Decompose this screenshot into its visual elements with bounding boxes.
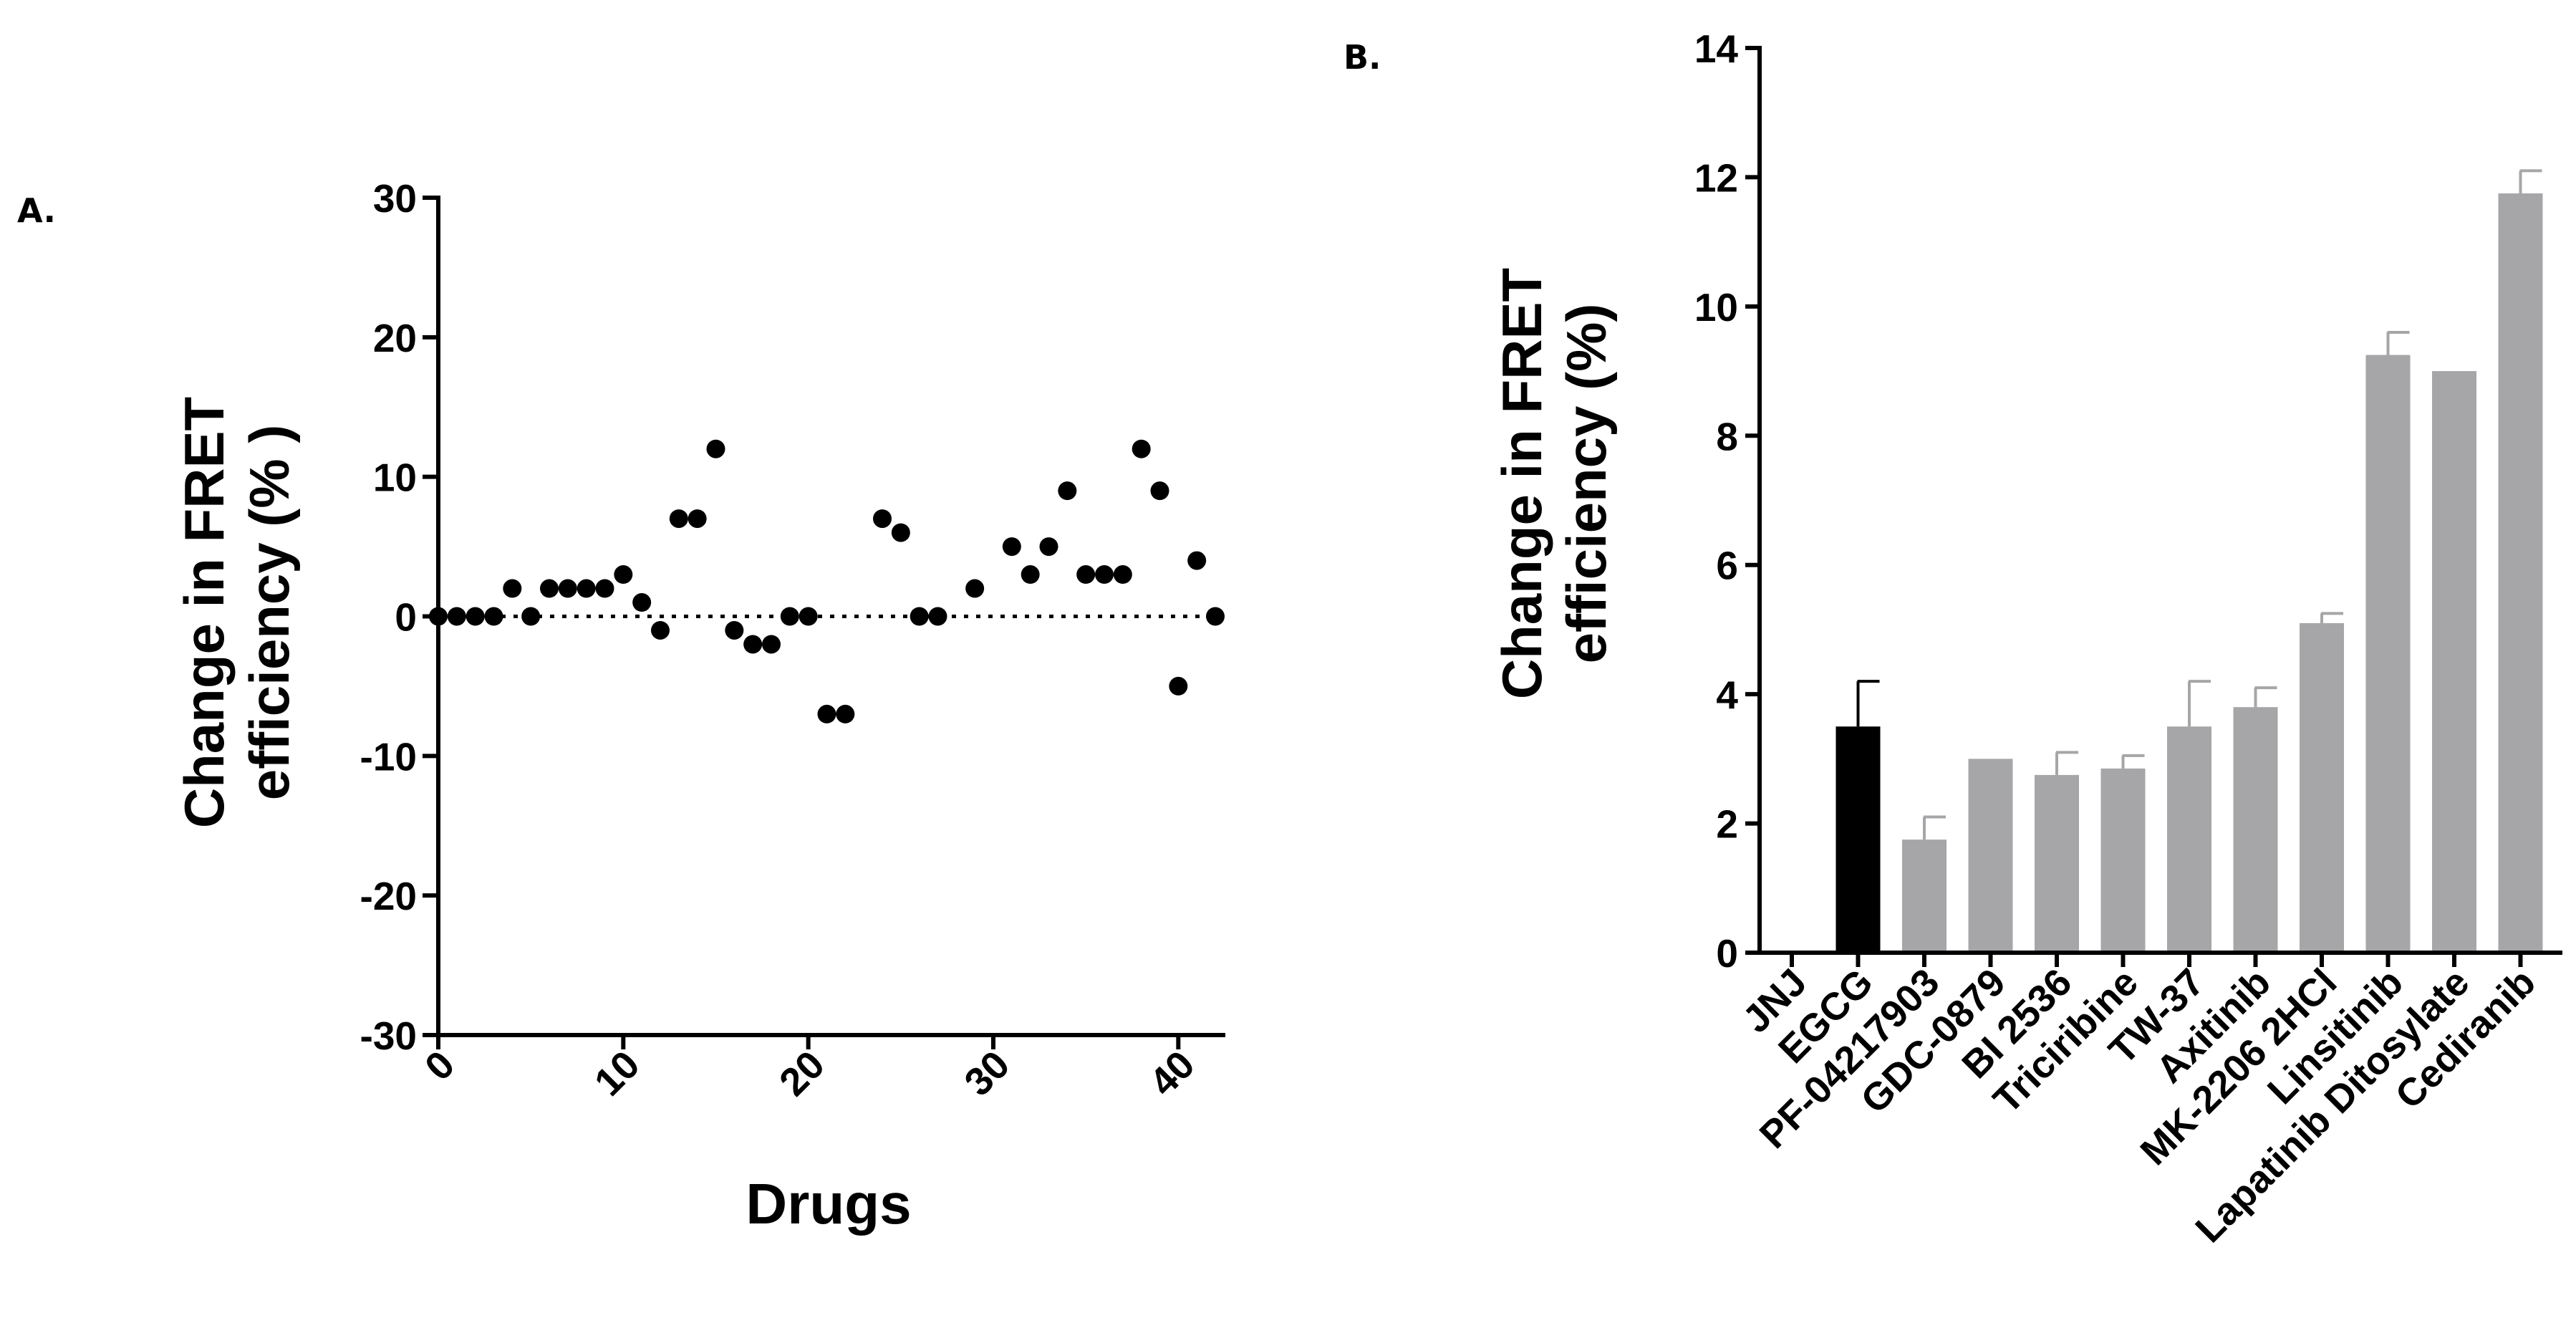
- panel-b-label: B.: [1344, 38, 1381, 77]
- panel-a-data-point: [817, 704, 836, 723]
- panel-a-data-point: [688, 509, 707, 529]
- panel-a-y-tick-label: 30: [373, 176, 417, 221]
- panel-a-data-point: [1095, 565, 1114, 585]
- panel-b-y-tick-label: 6: [1716, 544, 1738, 588]
- panel-b-y-tick-label: 12: [1694, 155, 1738, 200]
- panel-a-data-point: [484, 607, 503, 626]
- panel-a-data-point: [577, 579, 596, 598]
- panel-a-x-axis-title: Drugs: [746, 1172, 911, 1236]
- panel-b-bar: [1835, 726, 1881, 953]
- panel-a-x-tick-label: 10: [586, 1042, 648, 1105]
- panel-b-y-tick-label: 2: [1716, 802, 1738, 847]
- panel-a-data-point: [928, 607, 947, 626]
- panel-b-y-tick-label: 4: [1716, 673, 1738, 717]
- panel-a-data-point: [762, 635, 781, 654]
- panel-a-data-point: [614, 565, 633, 585]
- panel-b-y-axis-title-line1: Change in FRET: [1490, 268, 1553, 699]
- panel-a-data-point: [780, 607, 799, 626]
- bar-chart-panel-b: B. Change in FRET efficiency (%) 0 2 4 6 8 10…: [1344, 27, 2562, 1251]
- panel-a-y-ticks: -30 -20 -10 0 10 20 30: [360, 176, 438, 1058]
- panel-b-bar: [2365, 355, 2411, 953]
- panel-a-y-tick-label: -30: [360, 1014, 418, 1058]
- panel-b-bars: [1835, 193, 2543, 953]
- panel-b-bar: [2035, 774, 2079, 953]
- panel-a-y-axis-title-line1: Change in FRET: [173, 397, 236, 828]
- panel-a-y-axis-title-line2: efficiency (% ): [238, 425, 301, 800]
- panel-a-data-point: [1002, 537, 1021, 557]
- panel-a-data-point: [836, 704, 855, 723]
- panel-b-y-tick-label: 14: [1694, 27, 1739, 71]
- panel-a-data-point: [540, 579, 559, 598]
- panel-a-data-point: [1021, 565, 1040, 585]
- panel-a-data-point: [669, 509, 688, 529]
- panel-b-y-ticks: 0 2 4 6 8 10 12 14: [1694, 27, 1760, 976]
- panel-a-x-tick-label: 30: [955, 1042, 1018, 1105]
- panel-a-data-point: [558, 579, 577, 598]
- panel-b-bar: [2167, 726, 2211, 953]
- panel-a-y-tick-label: 10: [373, 456, 417, 500]
- panel-a-data-point: [1076, 565, 1096, 585]
- panel-a-data-point: [465, 607, 485, 626]
- panel-b-bar: [2498, 193, 2543, 953]
- panel-a-data-point: [799, 607, 818, 626]
- panel-b-y-tick-label: 0: [1716, 931, 1738, 976]
- panel-a-data-point: [910, 607, 929, 626]
- panel-a-data-point: [725, 620, 744, 640]
- panel-a-y-tick-label: -20: [360, 874, 418, 918]
- panel-a-data-point: [632, 593, 652, 612]
- panel-a-data-point: [1169, 676, 1188, 696]
- panel-a-data-point: [1113, 565, 1132, 585]
- panel-a-data-point: [1150, 481, 1169, 501]
- panel-b-error-bars: [1856, 169, 2542, 840]
- panel-a-data-points: [429, 439, 1225, 723]
- panel-a-data-point: [1132, 439, 1151, 458]
- panel-a-label: A.: [17, 191, 56, 230]
- panel-a-data-point: [1058, 481, 1077, 501]
- panel-a-data-point: [891, 523, 910, 542]
- panel-b-bar: [2233, 707, 2278, 953]
- panel-a-data-point: [965, 579, 985, 598]
- panel-b-bar: [2432, 371, 2476, 953]
- panel-a-data-point: [447, 607, 466, 626]
- panel-a-data-point: [503, 579, 522, 598]
- panel-a-data-point: [595, 579, 614, 598]
- panel-b-bar: [1968, 759, 2013, 953]
- panel-a-data-point: [743, 635, 763, 654]
- panel-a-y-tick-label: -10: [360, 734, 418, 779]
- panel-b-bar: [1902, 840, 1947, 953]
- panel-a-data-point: [1039, 537, 1058, 557]
- panel-a-data-point: [1187, 551, 1207, 570]
- panel-a-x-ticks: 0 10 20 30 40: [416, 1035, 1203, 1105]
- scatter-chart-panel-a: A. Change in FRET efficiency (% ) Drugs …: [17, 176, 1225, 1236]
- panel-a-x-tick-label: 40: [1141, 1042, 1203, 1105]
- panel-a-data-point: [651, 620, 670, 640]
- panel-b-y-tick-label: 8: [1716, 414, 1738, 458]
- panel-a-y-tick-label: 20: [373, 316, 417, 360]
- panel-a-data-point: [521, 607, 541, 626]
- panel-b-y-axis-title-line2: efficiency (%): [1555, 304, 1618, 664]
- panel-a-y-tick-label: 0: [395, 595, 417, 640]
- panel-a-x-tick-label: 20: [771, 1042, 833, 1105]
- panel-a-data-point: [706, 439, 725, 458]
- panel-a-data-point: [873, 509, 892, 529]
- panel-b-bar: [2100, 768, 2146, 953]
- panel-a-data-point: [1206, 607, 1225, 626]
- panel-b-y-tick-label: 10: [1694, 285, 1738, 330]
- panel-b-bar: [2300, 622, 2344, 953]
